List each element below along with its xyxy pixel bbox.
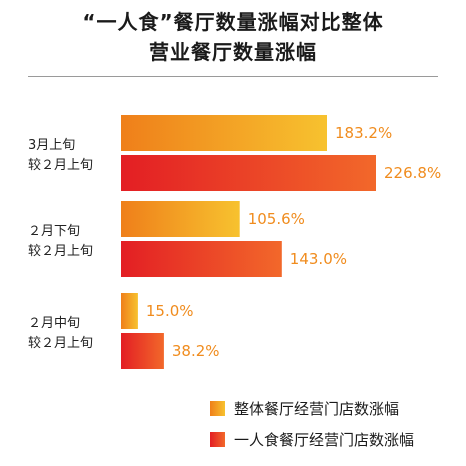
legend-label-1: 一人食餐厅经营门店数涨幅 xyxy=(234,430,415,449)
category-label-2-line-1: 较２月上旬 xyxy=(28,336,93,351)
value-label-series-1-cat-0: 226.8% xyxy=(384,164,441,182)
bar-series-1-cat-0 xyxy=(121,155,376,191)
value-labels: 183.2% 226.8% 105.6% 143.0% 15.0% 38.2% xyxy=(146,124,441,360)
legend-label-0: 整体餐厅经营门店数涨幅 xyxy=(234,399,400,418)
chart-title-line-1: “一人食”餐厅数量涨幅对比整体 xyxy=(82,10,384,34)
value-label-series-0-cat-2: 15.0% xyxy=(146,302,194,320)
category-label-1-line-1: 较２月上旬 xyxy=(28,244,93,259)
bars xyxy=(121,115,376,369)
bar-series-0-cat-1 xyxy=(121,201,240,237)
value-label-series-1-cat-1: 143.0% xyxy=(290,250,347,268)
bar-series-1-cat-2 xyxy=(121,333,164,369)
category-label-0-line-0: 3月上旬 xyxy=(28,138,75,153)
legend-item-0: 整体餐厅经营门店数涨幅 xyxy=(210,398,399,418)
value-label-series-0-cat-0: 183.2% xyxy=(335,124,392,142)
bar-series-1-cat-1 xyxy=(121,241,282,277)
category-label-2-line-0: ２月中旬 xyxy=(28,316,80,331)
category-label-0-line-1: 较２月上旬 xyxy=(28,158,93,173)
value-label-series-1-cat-2: 38.2% xyxy=(172,342,220,360)
legend-swatch-1 xyxy=(210,431,225,447)
category-label-1-line-0: ２月下旬 xyxy=(28,224,80,239)
chart-title-line-2: 营业餐厅数量涨幅 xyxy=(149,40,317,64)
bar-series-0-cat-2 xyxy=(121,293,138,329)
value-label-series-0-cat-1: 105.6% xyxy=(248,210,305,228)
legend-swatch-0 xyxy=(210,400,225,416)
bar-series-0-cat-0 xyxy=(121,115,327,151)
title-divider xyxy=(28,76,438,77)
legend-item-1: 一人食餐厅经营门店数涨幅 xyxy=(210,429,414,449)
